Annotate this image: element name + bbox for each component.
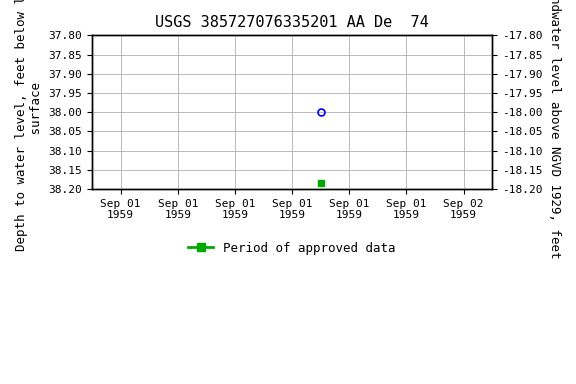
Legend: Period of approved data: Period of approved data: [183, 237, 401, 260]
Y-axis label: Groundwater level above NGVD 1929, feet: Groundwater level above NGVD 1929, feet: [548, 0, 561, 258]
Title: USGS 385727076335201 AA De  74: USGS 385727076335201 AA De 74: [156, 15, 429, 30]
Y-axis label: Depth to water level, feet below land
 surface: Depth to water level, feet below land su…: [15, 0, 43, 251]
